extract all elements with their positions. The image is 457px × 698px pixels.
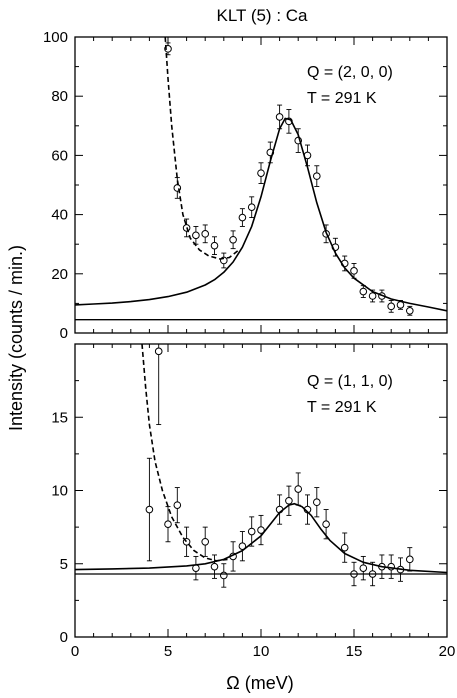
- panel-bottom-plot: 0 5 10 15 20 0 5 10 15 Q = (1, 1, 0) T = 291 K: [51, 343, 456, 660]
- bottom-data-point: [257, 526, 265, 534]
- top-y-tick-label: 100: [43, 29, 68, 46]
- bottom-x-tick-label: 0: [71, 643, 79, 660]
- bottom-x-tick-label: 15: [346, 643, 363, 660]
- top-data-point: [387, 302, 396, 311]
- top-data-point: [406, 307, 414, 315]
- top-y-tick-label: 60: [51, 147, 68, 164]
- bottom-data-point: [294, 485, 303, 493]
- bottom-data-point: [313, 498, 321, 507]
- top-data-point: [210, 241, 219, 250]
- bottom-data-point: [210, 562, 219, 571]
- bottom-data-point: [238, 542, 247, 550]
- bottom-data-point: [247, 527, 256, 536]
- top-annotation-line: Q = (2, 0, 0): [307, 64, 393, 81]
- top-data-point: [368, 292, 377, 300]
- top-plot-area: [75, 37, 447, 321]
- top-y-tick-label: 80: [51, 88, 68, 105]
- bottom-data-point: [154, 347, 163, 356]
- bottom-x-tick-label: 10: [253, 643, 270, 660]
- bottom-x-tick-label: 20: [439, 643, 456, 660]
- bottom-data-point: [340, 543, 349, 552]
- top-data-point: [396, 301, 405, 309]
- bottom-annotation-line: T = 291 K: [307, 399, 377, 416]
- bottom-x-tick-label: 5: [164, 643, 172, 660]
- top-data-point: [350, 267, 358, 275]
- top-plot-frame: [74, 36, 448, 334]
- top-dashed-curve: [164, 37, 240, 260]
- bottom-data-point: [164, 520, 172, 528]
- top-solid-curve: [75, 117, 447, 312]
- bottom-data-point: [201, 537, 209, 546]
- top-data-point: [238, 213, 247, 222]
- top-data-point: [257, 169, 265, 177]
- bottom-dashed-curve: [141, 344, 228, 562]
- bottom-solid-curve: [75, 502, 447, 574]
- y-axis-label: Intensity (counts / min.): [6, 245, 26, 431]
- bottom-y-tick-label: 5: [60, 556, 68, 573]
- bottom-y-tick-label: 15: [51, 409, 68, 426]
- top-data-point: [275, 113, 284, 121]
- top-y-tick-label: 40: [51, 207, 68, 224]
- x-axis-label: Ω (meV): [226, 673, 293, 693]
- bottom-data-point: [406, 555, 414, 564]
- bottom-data-point: [173, 501, 182, 509]
- bottom-data-point: [145, 505, 154, 514]
- top-data-point: [201, 230, 209, 238]
- top-annotation-line: T = 291 K: [307, 90, 377, 107]
- panel-top-plot: 0 20 40 60 80 100 Q = (2, 0, 0) T = 291 K: [43, 29, 448, 342]
- bottom-data-point: [285, 496, 293, 505]
- top-data-point: [313, 172, 321, 180]
- top-y-tick-label: 0: [60, 325, 68, 342]
- bottom-data-point: [220, 571, 228, 580]
- bottom-plot-area: [75, 344, 447, 588]
- bottom-y-tick-label: 0: [60, 629, 68, 646]
- bottom-data-point: [322, 520, 330, 528]
- figure-title: KLT (5) : Ca: [216, 6, 308, 25]
- bottom-y-tick-label: 10: [51, 483, 68, 500]
- bottom-data-point: [359, 564, 368, 572]
- top-data-point: [192, 231, 200, 240]
- top-data-point: [359, 287, 368, 296]
- top-y-tick-label: 20: [51, 266, 68, 283]
- bottom-annotation-line: Q = (1, 1, 0): [307, 373, 393, 390]
- top-data-point: [247, 203, 256, 211]
- top-data-point: [229, 235, 237, 244]
